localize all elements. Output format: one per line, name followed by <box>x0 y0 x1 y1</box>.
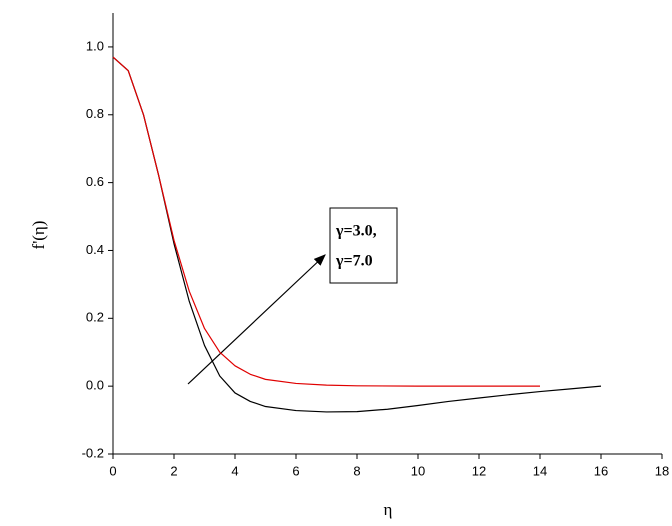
annotation: γ=3.0, <box>335 223 377 240</box>
x-tick-label: 4 <box>231 463 238 478</box>
y-tick-label: 0.0 <box>86 378 104 393</box>
y-axis-label: f'(η) <box>29 221 48 250</box>
x-tick-label: 16 <box>594 463 608 478</box>
x-tick-label: 14 <box>533 463 547 478</box>
y-tick-label: 0.2 <box>86 310 104 325</box>
y-tick-label: -0.2 <box>82 445 104 460</box>
x-tick-label: 18 <box>655 463 669 478</box>
y-tick-label: 0.8 <box>86 106 104 121</box>
x-tick-label: 8 <box>353 463 360 478</box>
annotation: γ=7.0 <box>335 253 373 270</box>
x-axis-label: η <box>384 500 393 519</box>
x-tick-label: 12 <box>472 463 486 478</box>
y-tick-label: 0.4 <box>86 242 104 257</box>
line <box>112 56 540 387</box>
annotation-box <box>329 207 398 284</box>
y-tick-label: 1.0 <box>86 38 104 53</box>
x-tick-label: 2 <box>170 463 177 478</box>
x-tick-label: 6 <box>292 463 299 478</box>
arrow <box>187 254 326 385</box>
x-tick-label: 0 <box>109 463 116 478</box>
y-tick-label: 0.6 <box>86 174 104 189</box>
x-tick-label: 10 <box>411 463 425 478</box>
